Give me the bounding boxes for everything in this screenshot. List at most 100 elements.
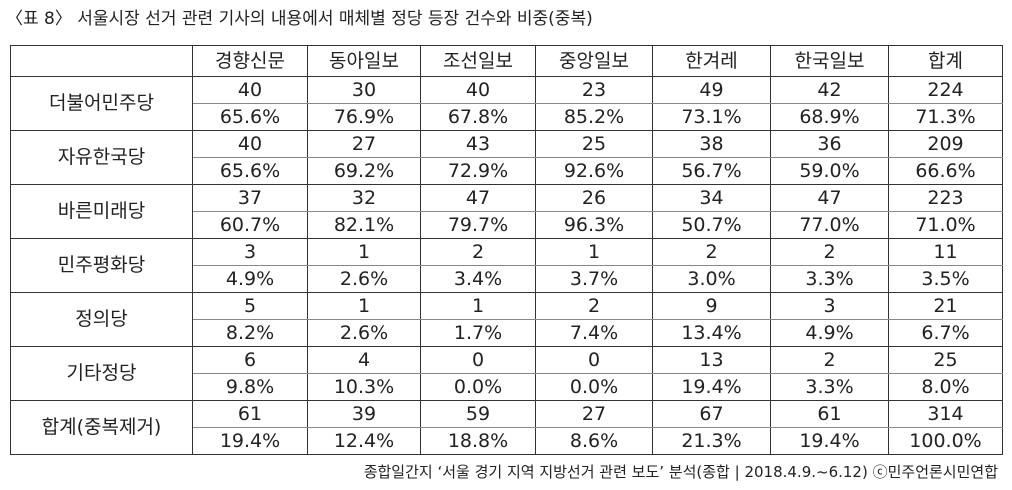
count-cell: 2 (770, 346, 889, 374)
count-cell: 2 (770, 238, 889, 266)
title: 〈표 8〉 서울시장 선거 관련 기사의 내용에서 매체별 정당 등장 건수와 … (6, 9, 593, 29)
percent-cell: 65.6% (192, 103, 308, 131)
count-cell: 23 (535, 76, 653, 104)
column-header: 합계 (888, 45, 1003, 77)
count-cell: 3 (192, 238, 308, 266)
percent-row: 60.7% 82.1% 79.7% 96.3% 50.7% 77.0% 71.0% (11, 211, 1003, 239)
count-row: 정의당 5 1 1 2 9 3 21 (10, 292, 1003, 347)
percent-cell: 18.8% (420, 427, 536, 455)
count-cell: 4 (307, 346, 421, 374)
percent-cell: 21.3% (652, 427, 771, 455)
count-cell: 42 (770, 76, 889, 104)
count-row: 합계(중복제거) 61 39 59 27 67 61 314 (10, 400, 1003, 455)
percent-cell: 6.7% (888, 319, 1003, 347)
count-cell: 6 (192, 346, 308, 374)
count-cell: 223 (888, 184, 1003, 212)
count-cell: 9 (652, 292, 771, 320)
column-header: 동아일보 (307, 45, 421, 77)
percent-cell: 56.7% (652, 157, 771, 185)
count-cell: 1 (535, 238, 653, 266)
percent-cell: 2.6% (307, 265, 421, 293)
count-cell: 3 (770, 292, 889, 320)
count-cell: 40 (192, 76, 308, 104)
count-cell: 40 (192, 130, 308, 158)
corner-cell (10, 45, 193, 77)
percent-cell: 68.9% (770, 103, 889, 131)
percent-row: 19.4% 12.4% 18.8% 8.6% 21.3% 19.4% 100.0% (11, 427, 1003, 455)
row-label: 더불어민주당 (10, 76, 193, 131)
count-cell: 36 (770, 130, 889, 158)
percent-cell: 77.0% (770, 211, 889, 239)
percent-cell: 85.2% (535, 103, 653, 131)
count-cell: 1 (307, 238, 421, 266)
count-row: 바른미래당 37 32 47 26 34 47 223 (10, 184, 1003, 239)
count-cell: 39 (307, 400, 421, 428)
percent-cell: 71.3% (888, 103, 1003, 131)
percent-cell: 12.4% (307, 427, 421, 455)
count-cell: 2 (652, 238, 771, 266)
column-header: 조선일보 (420, 45, 536, 77)
percent-cell: 72.9% (420, 157, 536, 185)
column-header: 한국일보 (770, 45, 889, 77)
count-row: 기타정당 6 4 0 0 13 2 25 (10, 346, 1003, 401)
footnote: 종합일간지 ‘서울 경기 지역 지방선거 관련 보도’ 분석(종합 | 2018… (363, 463, 998, 481)
count-cell: 13 (652, 346, 771, 374)
count-cell: 47 (420, 184, 536, 212)
row-label: 자유한국당 (10, 130, 193, 185)
count-cell: 25 (535, 130, 653, 158)
percent-row: 9.8% 10.3% 0.0% 0.0% 19.4% 3.3% 8.0% (11, 373, 1003, 401)
percent-cell: 9.8% (192, 373, 308, 401)
count-cell: 27 (535, 400, 653, 428)
percent-cell: 71.0% (888, 211, 1003, 239)
percent-cell: 92.6% (535, 157, 653, 185)
count-cell: 0 (420, 346, 536, 374)
percent-cell: 3.7% (535, 265, 653, 293)
percent-row: 65.6% 76.9% 67.8% 85.2% 73.1% 68.9% 71.3% (11, 103, 1003, 131)
percent-cell: 82.1% (307, 211, 421, 239)
percent-cell: 10.3% (307, 373, 421, 401)
percent-cell: 4.9% (192, 265, 308, 293)
count-cell: 25 (888, 346, 1003, 374)
percent-cell: 66.6% (888, 157, 1003, 185)
count-cell: 43 (420, 130, 536, 158)
row-label: 기타정당 (10, 346, 193, 401)
percent-cell: 73.1% (652, 103, 771, 131)
table: 경향신문 동아일보 조선일보 중앙일보 한겨레 한국일보 합계 더불어민주당 40 30 40 23… (10, 45, 1003, 455)
percent-row: 65.6% 69.2% 72.9% 92.6% 56.7% 59.0% 66.6% (11, 157, 1003, 185)
percent-cell: 0.0% (535, 373, 653, 401)
count-cell: 30 (307, 76, 421, 104)
percent-cell: 69.2% (307, 157, 421, 185)
percent-cell: 3.0% (652, 265, 771, 293)
count-cell: 224 (888, 76, 1003, 104)
percent-cell: 4.9% (770, 319, 889, 347)
percent-cell: 3.3% (770, 373, 889, 401)
percent-cell: 19.4% (770, 427, 889, 455)
header-row: 경향신문 동아일보 조선일보 중앙일보 한겨레 한국일보 합계 (10, 45, 1003, 77)
count-cell: 32 (307, 184, 421, 212)
count-cell: 47 (770, 184, 889, 212)
percent-cell: 96.3% (535, 211, 653, 239)
count-cell: 21 (888, 292, 1003, 320)
count-cell: 2 (420, 238, 536, 266)
row-label: 민주평화당 (10, 238, 193, 293)
percent-cell: 1.7% (420, 319, 536, 347)
count-cell: 49 (652, 76, 771, 104)
percent-cell: 50.7% (652, 211, 771, 239)
count-cell: 314 (888, 400, 1003, 428)
count-cell: 0 (535, 346, 653, 374)
count-cell: 209 (888, 130, 1003, 158)
percent-cell: 100.0% (888, 427, 1003, 455)
percent-cell: 3.5% (888, 265, 1003, 293)
count-cell: 2 (535, 292, 653, 320)
percent-cell: 65.6% (192, 157, 308, 185)
percent-cell: 8.6% (535, 427, 653, 455)
percent-cell: 0.0% (420, 373, 536, 401)
column-header: 중앙일보 (535, 45, 653, 77)
row-label: 바른미래당 (10, 184, 193, 239)
count-cell: 40 (420, 76, 536, 104)
count-cell: 34 (652, 184, 771, 212)
row-label: 합계(중복제거) (10, 400, 193, 455)
percent-cell: 19.4% (192, 427, 308, 455)
percent-cell: 67.8% (420, 103, 536, 131)
percent-cell: 59.0% (770, 157, 889, 185)
